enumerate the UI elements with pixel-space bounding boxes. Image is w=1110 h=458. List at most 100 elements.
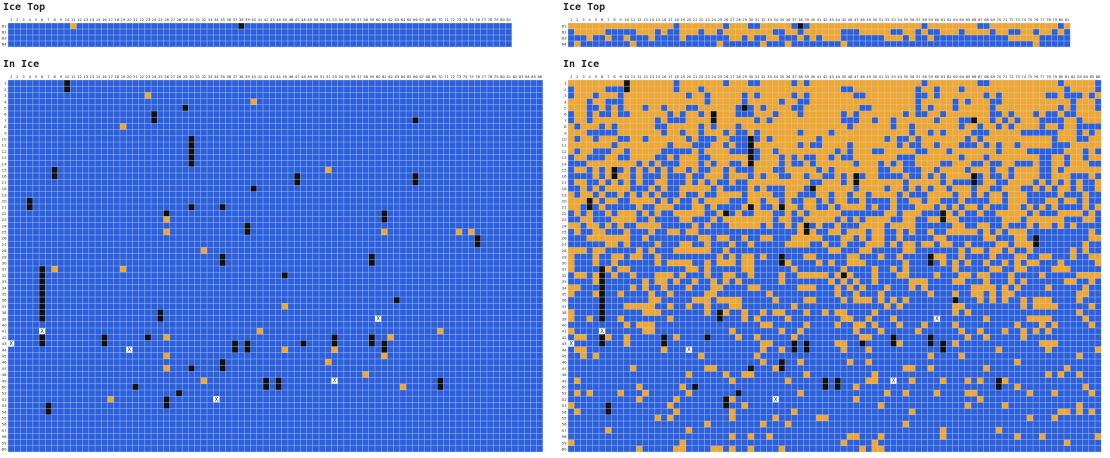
cell-orange [871, 129, 878, 136]
cell-orange [1070, 247, 1077, 254]
cell-black [412, 117, 419, 124]
cell-orange [871, 142, 878, 149]
cell-orange [760, 98, 767, 105]
cell-orange [568, 402, 575, 409]
column-label: 13 [83, 75, 88, 79]
cell-orange [729, 297, 736, 304]
row-label: 10 [2, 136, 7, 141]
cell-orange [723, 197, 730, 204]
cell-orange [859, 142, 866, 149]
cell-orange [592, 23, 599, 29]
cell-orange [797, 210, 804, 217]
cell-orange [704, 259, 711, 266]
cell-black [599, 266, 606, 273]
cell-orange [822, 216, 829, 223]
cell-orange [586, 23, 593, 29]
cell-orange [822, 185, 829, 192]
cell-orange [977, 377, 984, 384]
cell-orange [971, 290, 978, 297]
column-label: 76 [475, 18, 480, 22]
cell-orange [1026, 179, 1033, 186]
cell-orange [716, 259, 723, 266]
column-label: 17 [668, 18, 673, 22]
column-label: 47 [854, 75, 859, 79]
cell-orange [1088, 235, 1095, 242]
cell-black [952, 297, 959, 304]
cell-orange [704, 160, 711, 167]
cell-orange [723, 117, 730, 124]
cell-orange [958, 272, 965, 279]
cell-orange [878, 104, 885, 111]
column-label: 66 [972, 18, 977, 22]
cell-orange [834, 111, 841, 118]
cell-orange [871, 29, 878, 35]
cell-orange [592, 272, 599, 279]
cell-orange [865, 98, 872, 105]
cell-orange [803, 179, 810, 186]
cell-orange [692, 98, 699, 105]
cell-black [393, 297, 400, 304]
cell-orange [685, 173, 692, 180]
cell-orange [940, 235, 947, 242]
cell-orange [692, 278, 699, 285]
cell-orange [865, 315, 872, 322]
cell-orange [834, 173, 841, 180]
cell-orange [890, 154, 897, 161]
cell-orange [921, 278, 928, 285]
cell-orange [952, 135, 959, 142]
cell-orange [1014, 92, 1021, 99]
cell-black [188, 204, 195, 211]
cell-orange [667, 123, 674, 130]
column-label: 21 [133, 75, 138, 79]
cell-orange [778, 148, 785, 155]
cell-orange [723, 191, 730, 198]
column-label: 25 [718, 75, 723, 79]
cell-orange [723, 272, 730, 279]
column-label: 1 [570, 18, 572, 22]
cell-orange [902, 129, 909, 136]
column-label: 84 [1083, 75, 1088, 79]
cell-orange [741, 117, 748, 124]
cell-orange [729, 117, 736, 124]
cell-orange [331, 346, 338, 353]
cell-orange [673, 135, 680, 142]
column-label: 55 [904, 18, 909, 22]
cell-x-mark: X [774, 397, 778, 403]
cell-orange [983, 117, 990, 124]
column-label: 51 [879, 75, 884, 79]
cell-orange [729, 328, 736, 335]
cell-black [971, 179, 978, 186]
cell-orange [716, 123, 723, 130]
cell-orange [1064, 365, 1071, 372]
cell-orange [1008, 86, 1015, 93]
cell-orange [667, 303, 674, 310]
cell-orange [989, 123, 996, 130]
cell-orange [927, 241, 934, 248]
column-label: 41 [258, 18, 263, 22]
cell-orange [766, 210, 773, 217]
cell-orange [1002, 154, 1009, 161]
cell-orange [884, 284, 891, 291]
cell-orange [822, 210, 829, 217]
column-label: 7 [607, 75, 609, 79]
column-label: 54 [897, 18, 902, 22]
cell-orange [871, 371, 878, 378]
cell-orange [785, 210, 792, 217]
column-label: 42 [264, 75, 269, 79]
cell-orange [1020, 148, 1027, 155]
cell-black [735, 390, 742, 397]
cell-orange [1082, 241, 1089, 248]
column-label: 69 [432, 75, 437, 79]
cell-orange [654, 210, 661, 217]
cell-orange [580, 129, 587, 136]
column-label: 24 [711, 18, 716, 22]
cell-orange [636, 142, 643, 149]
cell-orange [834, 222, 841, 229]
column-label: 26 [724, 18, 729, 22]
cell-orange [716, 191, 723, 198]
cell-orange [834, 160, 841, 167]
cell-orange [840, 340, 847, 347]
cell-orange [952, 204, 959, 211]
cell-orange [1095, 166, 1102, 173]
cell-orange [797, 80, 804, 87]
